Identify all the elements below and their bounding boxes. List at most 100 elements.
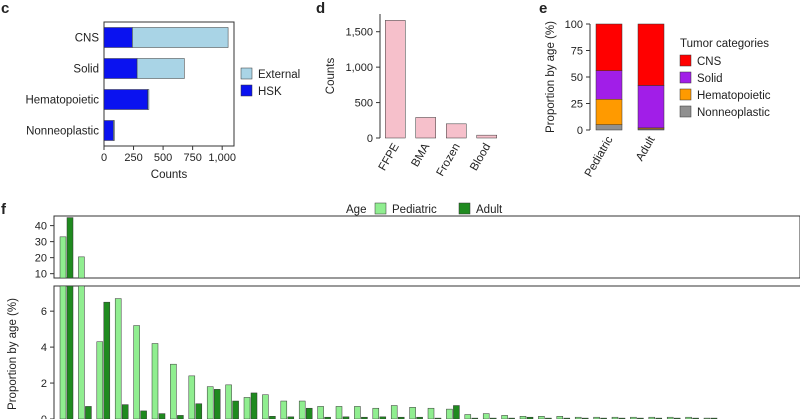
legend-swatch [458,202,471,215]
bar-adult [103,301,111,419]
y-tick-label: 500 [355,98,373,110]
y-tick-label: 0 [41,414,47,419]
legend-label: External [258,69,300,81]
bar-adult [195,403,203,419]
bar-adult [140,410,147,419]
legend-swatch [679,105,692,118]
bar-pediatric [151,343,159,419]
y-axis-title: Counts [325,58,337,95]
bar-adult [305,407,313,419]
bar-pediatric [225,384,232,419]
bar-adult [158,413,166,419]
legend-label: Adult [476,204,503,216]
category-label: Solid [73,64,99,76]
panel-d-label: d [316,0,325,17]
bar [446,123,467,139]
bar-external [136,58,185,79]
panel-f-label: f [1,201,7,218]
x-tick-label: 250 [124,152,142,164]
y-tick-label: 40 [35,221,47,233]
legend-title: Age [346,204,366,216]
bar-hematopoietic [595,99,623,125]
bar-pediatric [114,298,122,419]
y-axis-title: Proportion by age (%) [545,21,557,133]
legend-label: CNS [697,56,722,68]
bar [476,134,497,139]
y-tick-label: 100 [565,19,583,31]
bar-pediatric [427,407,435,419]
bar-adult [250,392,258,419]
x-tick-label: 500 [154,152,172,164]
y-tick-label: 0 [367,133,373,145]
bar-pediatric [280,400,288,419]
x-tick-label: 1,000 [208,152,236,164]
y-tick-label: 0 [577,125,583,137]
bar-pediatric [354,406,361,419]
bar-pediatric [446,408,453,419]
y-tick-label: 6 [41,306,47,318]
bar-external [132,27,229,48]
category-label: Hematopoietic [25,95,99,107]
bar-pediatric [298,400,306,419]
bar-pediatric [96,341,104,419]
bar-pediatric-lower [59,285,67,419]
panel-d: FFPE BMA Frozen Blood 0 500 1,000 1,500 Counts [325,14,497,179]
bar-pediatric-upper [59,236,67,279]
category-label: FFPE [377,141,402,173]
x-tick-label: 0 [101,152,107,164]
lower-plot-frame [53,285,800,419]
bar-pediatric [390,405,398,419]
bar-cns [637,23,665,86]
bar-adult [177,415,184,419]
bar-external [147,89,150,110]
legend-label: Pediatric [392,204,437,216]
bar-pediatric [243,397,251,419]
bar-hsk [103,58,138,79]
bar-pediatric [188,375,196,419]
y-tick-label: 20 [35,253,47,265]
category-label: CNS [75,33,100,45]
y-tick-label: 4 [41,342,47,354]
bar-adult [85,406,92,419]
y-tick-label: 75 [571,46,583,58]
legend-label: Hematopoietic [697,90,771,102]
bar-adult [453,405,460,419]
upper-plot-frame [53,215,800,279]
y-tick-label: 10 [35,269,47,281]
panel-e-label: e [539,0,547,17]
y-tick-label: 50 [571,72,583,84]
legend-swatch [240,84,253,97]
legend-swatch [679,71,692,84]
panel-f: 10 20 30 40 0 2 4 6 Proportion by age (%) Age Pedi… [7,202,800,419]
bar-pediatric [335,406,343,419]
y-tick-label: 1,500 [345,27,373,39]
bar [415,117,436,139]
bar-hsk [103,120,114,141]
bar-pediatric [206,386,214,419]
legend-swatch [679,54,692,67]
bar-adult [213,389,221,419]
bar-pediatric [409,407,416,419]
bar-solid [595,70,623,100]
x-axis-title: Counts [151,169,188,181]
bar-pediatric-upper [78,256,85,279]
legend-label: Nonneoplastic [697,107,770,119]
bar-external [113,120,115,141]
legend-label: Solid [697,73,723,85]
y-axis-title: Proportion by age (%) [7,298,19,410]
bar-pediatric [317,406,324,419]
y-tick-label: 2 [41,378,47,390]
bar-pediatric [133,325,140,419]
legend-swatch [679,88,692,101]
bar [385,20,406,139]
bar-pediatric [482,413,490,419]
category-label: Blood [468,142,493,173]
y-tick-label: 1,000 [345,62,373,74]
legend-title: Tumor categories [680,38,769,50]
category-label: Adult [634,134,658,163]
y-tick-label: 30 [35,237,47,249]
bar-solid [637,85,665,129]
y-tick-label: 25 [571,99,583,111]
legend-swatch [374,202,387,215]
